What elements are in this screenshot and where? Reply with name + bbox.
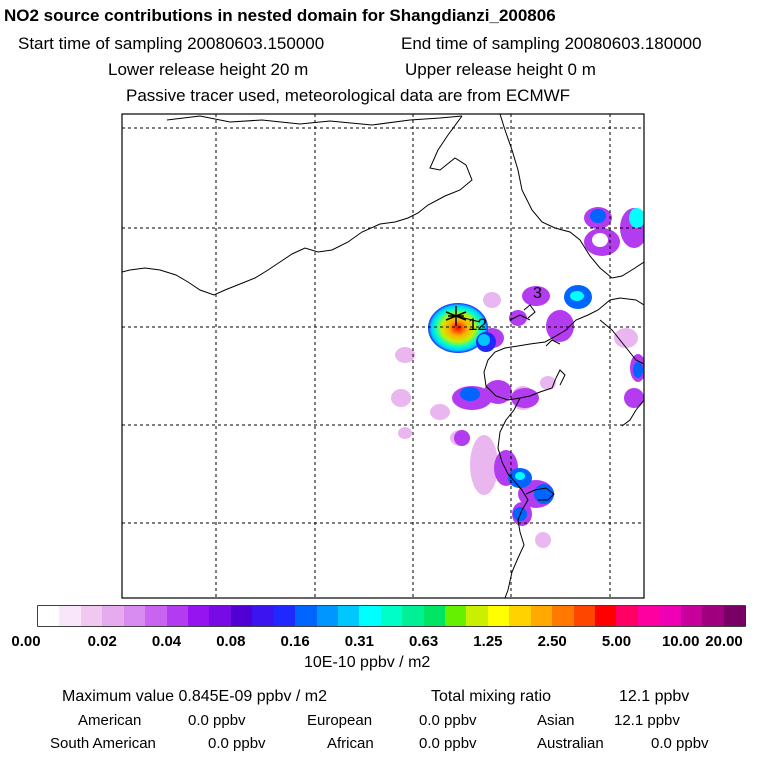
south-american-value: 0.0 ppbv bbox=[208, 735, 266, 752]
australian-value: 0.0 ppbv bbox=[651, 735, 709, 752]
colorbar-swatch bbox=[573, 606, 596, 626]
colorbar-swatch bbox=[102, 606, 125, 626]
map-label-12: 12 bbox=[468, 315, 487, 334]
asian-value: 12.1 ppbv bbox=[614, 712, 680, 729]
colorbar-swatch bbox=[616, 606, 639, 626]
colorbar-tick-label: 0.63 bbox=[409, 633, 439, 650]
australian-label: Australian bbox=[537, 735, 604, 752]
colorbar-swatch bbox=[38, 606, 61, 626]
end-time: End time of sampling 20080603.180000 bbox=[401, 34, 702, 53]
plume-cyan bbox=[515, 208, 644, 480]
colorbar-swatch bbox=[423, 606, 446, 626]
american-label: American bbox=[78, 712, 142, 729]
colorbar-swatch bbox=[187, 606, 210, 626]
colorbar-swatch bbox=[552, 606, 575, 626]
colorbar-swatch bbox=[337, 606, 360, 626]
colorbar-swatch bbox=[316, 606, 339, 626]
map-title: NO2 source contributions in nested domai… bbox=[4, 6, 556, 25]
start-time: Start time of sampling 20080603.150000 bbox=[18, 34, 325, 53]
max-value: Maximum value 0.845E-09 ppbv / m2 bbox=[62, 688, 328, 705]
colorbar-tick-label: 0.31 bbox=[344, 633, 374, 650]
colorbar-swatch bbox=[145, 606, 168, 626]
colorbar-swatch bbox=[402, 606, 425, 626]
colorbar-swatch bbox=[659, 606, 682, 626]
colorbar-swatch bbox=[723, 606, 746, 626]
colorbar-swatch bbox=[637, 606, 660, 626]
colorbar-tick-label: 0.02 bbox=[87, 633, 117, 650]
european-value: 0.0 ppbv bbox=[419, 712, 477, 729]
colorbar-swatch bbox=[273, 606, 296, 626]
american-value: 0.0 ppbv bbox=[188, 712, 246, 729]
colorbar-swatch bbox=[445, 606, 468, 626]
graticule bbox=[122, 114, 644, 598]
colorbar-tick-label: 1.25 bbox=[473, 633, 503, 650]
colorbar-swatch bbox=[702, 606, 725, 626]
colorbar-swatch bbox=[166, 606, 189, 626]
tracer-note: Passive tracer used, meteorological data… bbox=[126, 86, 571, 105]
colorbar-swatch bbox=[509, 606, 532, 626]
european-label: European bbox=[307, 712, 373, 729]
colorbar-swatch bbox=[380, 606, 403, 626]
colorbar-swatch bbox=[487, 606, 510, 626]
lower-release-height: Lower release height 20 m bbox=[108, 60, 309, 79]
colorbar-swatch bbox=[123, 606, 146, 626]
total-value: 12.1 ppbv bbox=[619, 688, 690, 705]
colorbar-swatch bbox=[359, 606, 382, 626]
boundaries bbox=[122, 114, 644, 598]
map-frame bbox=[121, 113, 645, 599]
colorbar-swatch bbox=[209, 606, 232, 626]
upper-release-height: Upper release height 0 m bbox=[405, 60, 596, 79]
plume-hotspot bbox=[428, 303, 488, 353]
total-label: Total mixing ratio bbox=[431, 688, 552, 705]
colorbar-tick-label: 2.50 bbox=[537, 633, 567, 650]
asian-label: Asian bbox=[537, 712, 575, 729]
colorbar-tick-label: 20.00 bbox=[705, 633, 743, 650]
african-value: 0.0 ppbv bbox=[419, 735, 477, 752]
colorbar-swatch bbox=[680, 606, 703, 626]
colorbar-tick-label: 10.00 bbox=[661, 633, 700, 650]
map-label-3: 3 bbox=[533, 285, 542, 302]
colorbar-swatch bbox=[230, 606, 253, 626]
colorbar-swatch bbox=[466, 606, 489, 626]
colorbar-tick-label: 0.00 bbox=[11, 633, 41, 650]
african-label: African bbox=[327, 735, 374, 752]
colorbar-unit: 10E-10 ppbv / m2 bbox=[304, 654, 431, 671]
colorbar-tick-label: 5.00 bbox=[601, 633, 632, 650]
colorbar-tick-label: 0.16 bbox=[280, 633, 310, 650]
colorbar-tick-label: 0.04 bbox=[151, 633, 182, 650]
colorbar-swatch bbox=[252, 606, 275, 626]
colorbar-swatch bbox=[80, 606, 103, 626]
colorbar-tick-label: 0.08 bbox=[216, 633, 246, 650]
colorbar-swatch bbox=[59, 606, 82, 626]
colorbar-swatch bbox=[530, 606, 553, 626]
colorbar-swatch bbox=[295, 606, 318, 626]
south-american-label: South American bbox=[50, 735, 156, 752]
colorbar-swatch bbox=[595, 606, 618, 626]
